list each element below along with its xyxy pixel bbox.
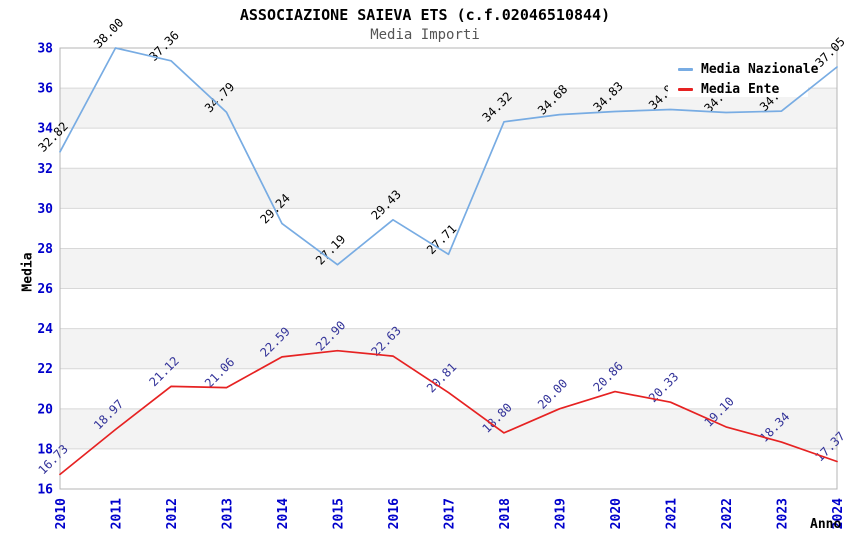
x-tick-label: 2022 (720, 498, 735, 529)
y-tick-label: 24 (37, 322, 53, 337)
plot-band (60, 168, 837, 209)
x-tick-label: 2024 (831, 498, 846, 529)
chart-subtitle: Media Importi (370, 27, 480, 43)
y-tick-label: 16 (37, 483, 53, 498)
x-tick-label: 2013 (221, 498, 236, 529)
x-tick-label: 2012 (165, 498, 180, 529)
legend-swatch-media-ente-icon (678, 87, 693, 91)
point-label: 20.33 (646, 370, 681, 405)
legend-item-label: Media Ente (701, 81, 780, 97)
chart-title: ASSOCIAZIONE SAIEVA ETS (c.f.02046510844… (239, 6, 611, 24)
y-tick-label: 20 (37, 402, 53, 417)
y-tick-label: 36 (37, 82, 53, 97)
x-tick-label: 2015 (332, 498, 347, 529)
legend-item-media-ente: Media Ente (678, 79, 808, 99)
x-axis-title: Anno (810, 517, 842, 532)
y-tick-label: 18 (37, 442, 53, 457)
x-tick-label: 2021 (665, 498, 680, 529)
legend-item-media-nazionale: Media Nazionale (678, 59, 818, 79)
plot-band (60, 248, 837, 289)
point-label: 37.36 (146, 28, 181, 63)
x-tick-label: 2014 (276, 498, 291, 529)
x-tick-label: 2018 (498, 498, 513, 529)
y-tick-label: 30 (37, 202, 53, 217)
y-tick-label: 26 (37, 282, 53, 297)
y-tick-label: 22 (37, 362, 53, 377)
legend: Media Nazionale Media Ente (668, 51, 818, 99)
y-tick-label: 38 (37, 42, 53, 57)
y-tick-label: 32 (37, 162, 53, 177)
y-axis-title: Media (20, 252, 36, 292)
point-label: 20.00 (535, 376, 570, 411)
x-tick-label: 2023 (776, 498, 791, 529)
legend-swatch-media-nazionale-icon (678, 67, 693, 71)
x-tick-label: 2020 (609, 498, 624, 529)
x-tick-label: 2010 (54, 498, 69, 529)
x-tick-label: 2017 (443, 498, 458, 529)
y-tick-label: 28 (37, 242, 53, 257)
y-tick-label: 34 (37, 122, 53, 137)
x-tick-label: 2019 (554, 498, 569, 529)
point-label: 38.00 (91, 15, 126, 50)
x-tick-label: 2016 (387, 498, 402, 529)
x-tick-label: 2011 (110, 498, 125, 529)
legend-item-label: Media Nazionale (701, 61, 819, 77)
